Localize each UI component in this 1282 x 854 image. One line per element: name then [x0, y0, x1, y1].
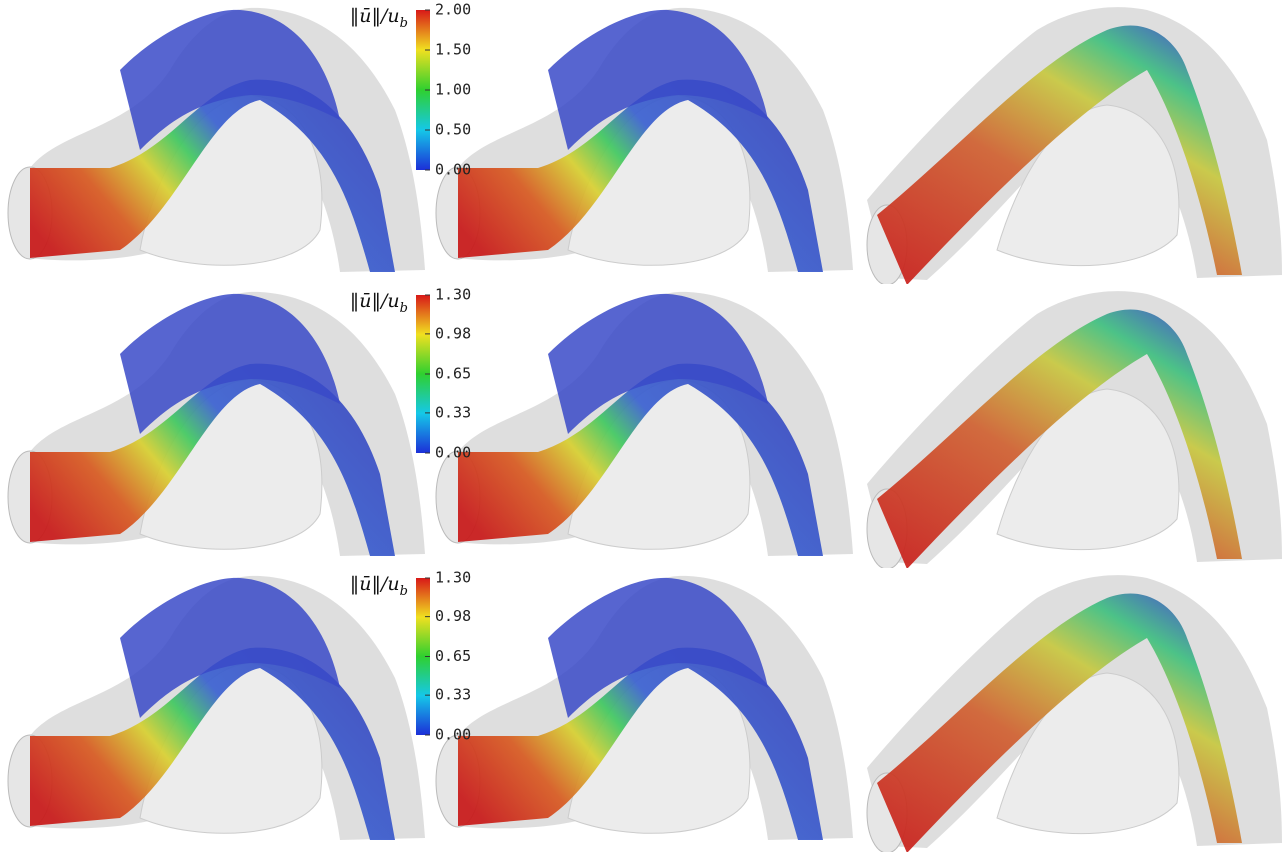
flow-panel [8, 8, 425, 272]
colorbar-title-subscript: b [400, 584, 408, 599]
colorbar-tick-label: 1.50 [435, 41, 471, 59]
colorbar-tick-label: 1.30 [435, 286, 471, 304]
flow-panel [8, 576, 425, 840]
colorbar-tick-label: 0.98 [435, 607, 471, 625]
flow-panel [867, 7, 1282, 285]
flow-panel [8, 292, 425, 556]
colorbar-title-main: ‖ū‖/u [350, 5, 400, 27]
colorbar-title-main: ‖ū‖/u [350, 573, 400, 595]
colorbar-title: ‖ū‖/ub [350, 5, 408, 31]
panels [8, 7, 1282, 853]
colorbar-tick-label: 1.30 [435, 569, 471, 587]
flow-panel [867, 575, 1282, 853]
colorbar-tick-label: 0.33 [435, 403, 471, 421]
colorbar-title-subscript: b [400, 16, 408, 31]
colorbar-title: ‖ū‖/ub [350, 573, 408, 599]
flow-panel [436, 576, 853, 840]
colorbar-tick-label: 1.00 [435, 81, 471, 99]
figure: ‖ū‖/ub2.001.501.000.500.00‖ū‖/ub1.300.98… [0, 0, 1282, 854]
colorbar-tick-label: 0.00 [435, 161, 471, 179]
colorbar-title: ‖ū‖/ub [350, 290, 408, 316]
flow-panel [436, 8, 853, 272]
flow-panel [867, 291, 1282, 569]
colorbar-tick-label: 0.00 [435, 726, 471, 744]
colorbar-title-main: ‖ū‖/u [350, 290, 400, 312]
colorbar-tick-label: 0.33 [435, 686, 471, 704]
flow-panel [436, 292, 853, 556]
colorbar-title-subscript: b [400, 301, 408, 316]
colorbar-tick-label: 0.50 [435, 121, 471, 139]
colorbar-tick-label: 0.98 [435, 324, 471, 342]
colorbar-tick-label: 0.65 [435, 365, 471, 383]
colorbar-tick-label: 2.00 [435, 1, 471, 19]
colorbar-tick-label: 0.65 [435, 647, 471, 665]
colorbar-tick-label: 0.00 [435, 444, 471, 462]
